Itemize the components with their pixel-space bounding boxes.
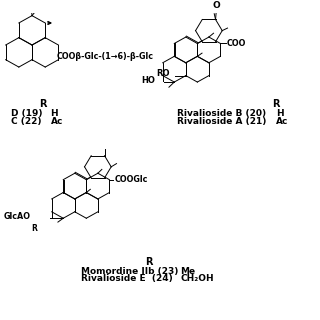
Text: COOβ-Glc-(1→6)-β-Glc: COOβ-Glc-(1→6)-β-Glc — [57, 52, 154, 61]
Text: R: R — [145, 257, 153, 267]
Text: Momordine IIb (23): Momordine IIb (23) — [81, 267, 178, 276]
Text: RO: RO — [156, 69, 170, 78]
Text: CH₂OH: CH₂OH — [180, 274, 214, 283]
Text: R: R — [272, 100, 280, 109]
Text: HO: HO — [141, 76, 155, 85]
Text: R: R — [31, 224, 37, 233]
Text: Me: Me — [180, 267, 196, 276]
Text: Rivalioside A (21): Rivalioside A (21) — [178, 117, 267, 126]
Text: COOGlc: COOGlc — [115, 175, 148, 184]
Text: GlcAO: GlcAO — [3, 212, 30, 221]
Text: C (22): C (22) — [11, 117, 41, 126]
Text: H: H — [276, 109, 284, 118]
Text: D (19): D (19) — [11, 109, 43, 118]
Text: Rivalioside B (20): Rivalioside B (20) — [178, 109, 267, 118]
Text: COO: COO — [227, 39, 246, 48]
Text: Ac: Ac — [276, 117, 288, 126]
Text: H: H — [51, 109, 58, 118]
Text: R: R — [39, 100, 46, 109]
Text: Ac: Ac — [51, 117, 63, 126]
Text: Rivalioside E  (24): Rivalioside E (24) — [81, 274, 172, 283]
Text: O: O — [212, 1, 220, 10]
